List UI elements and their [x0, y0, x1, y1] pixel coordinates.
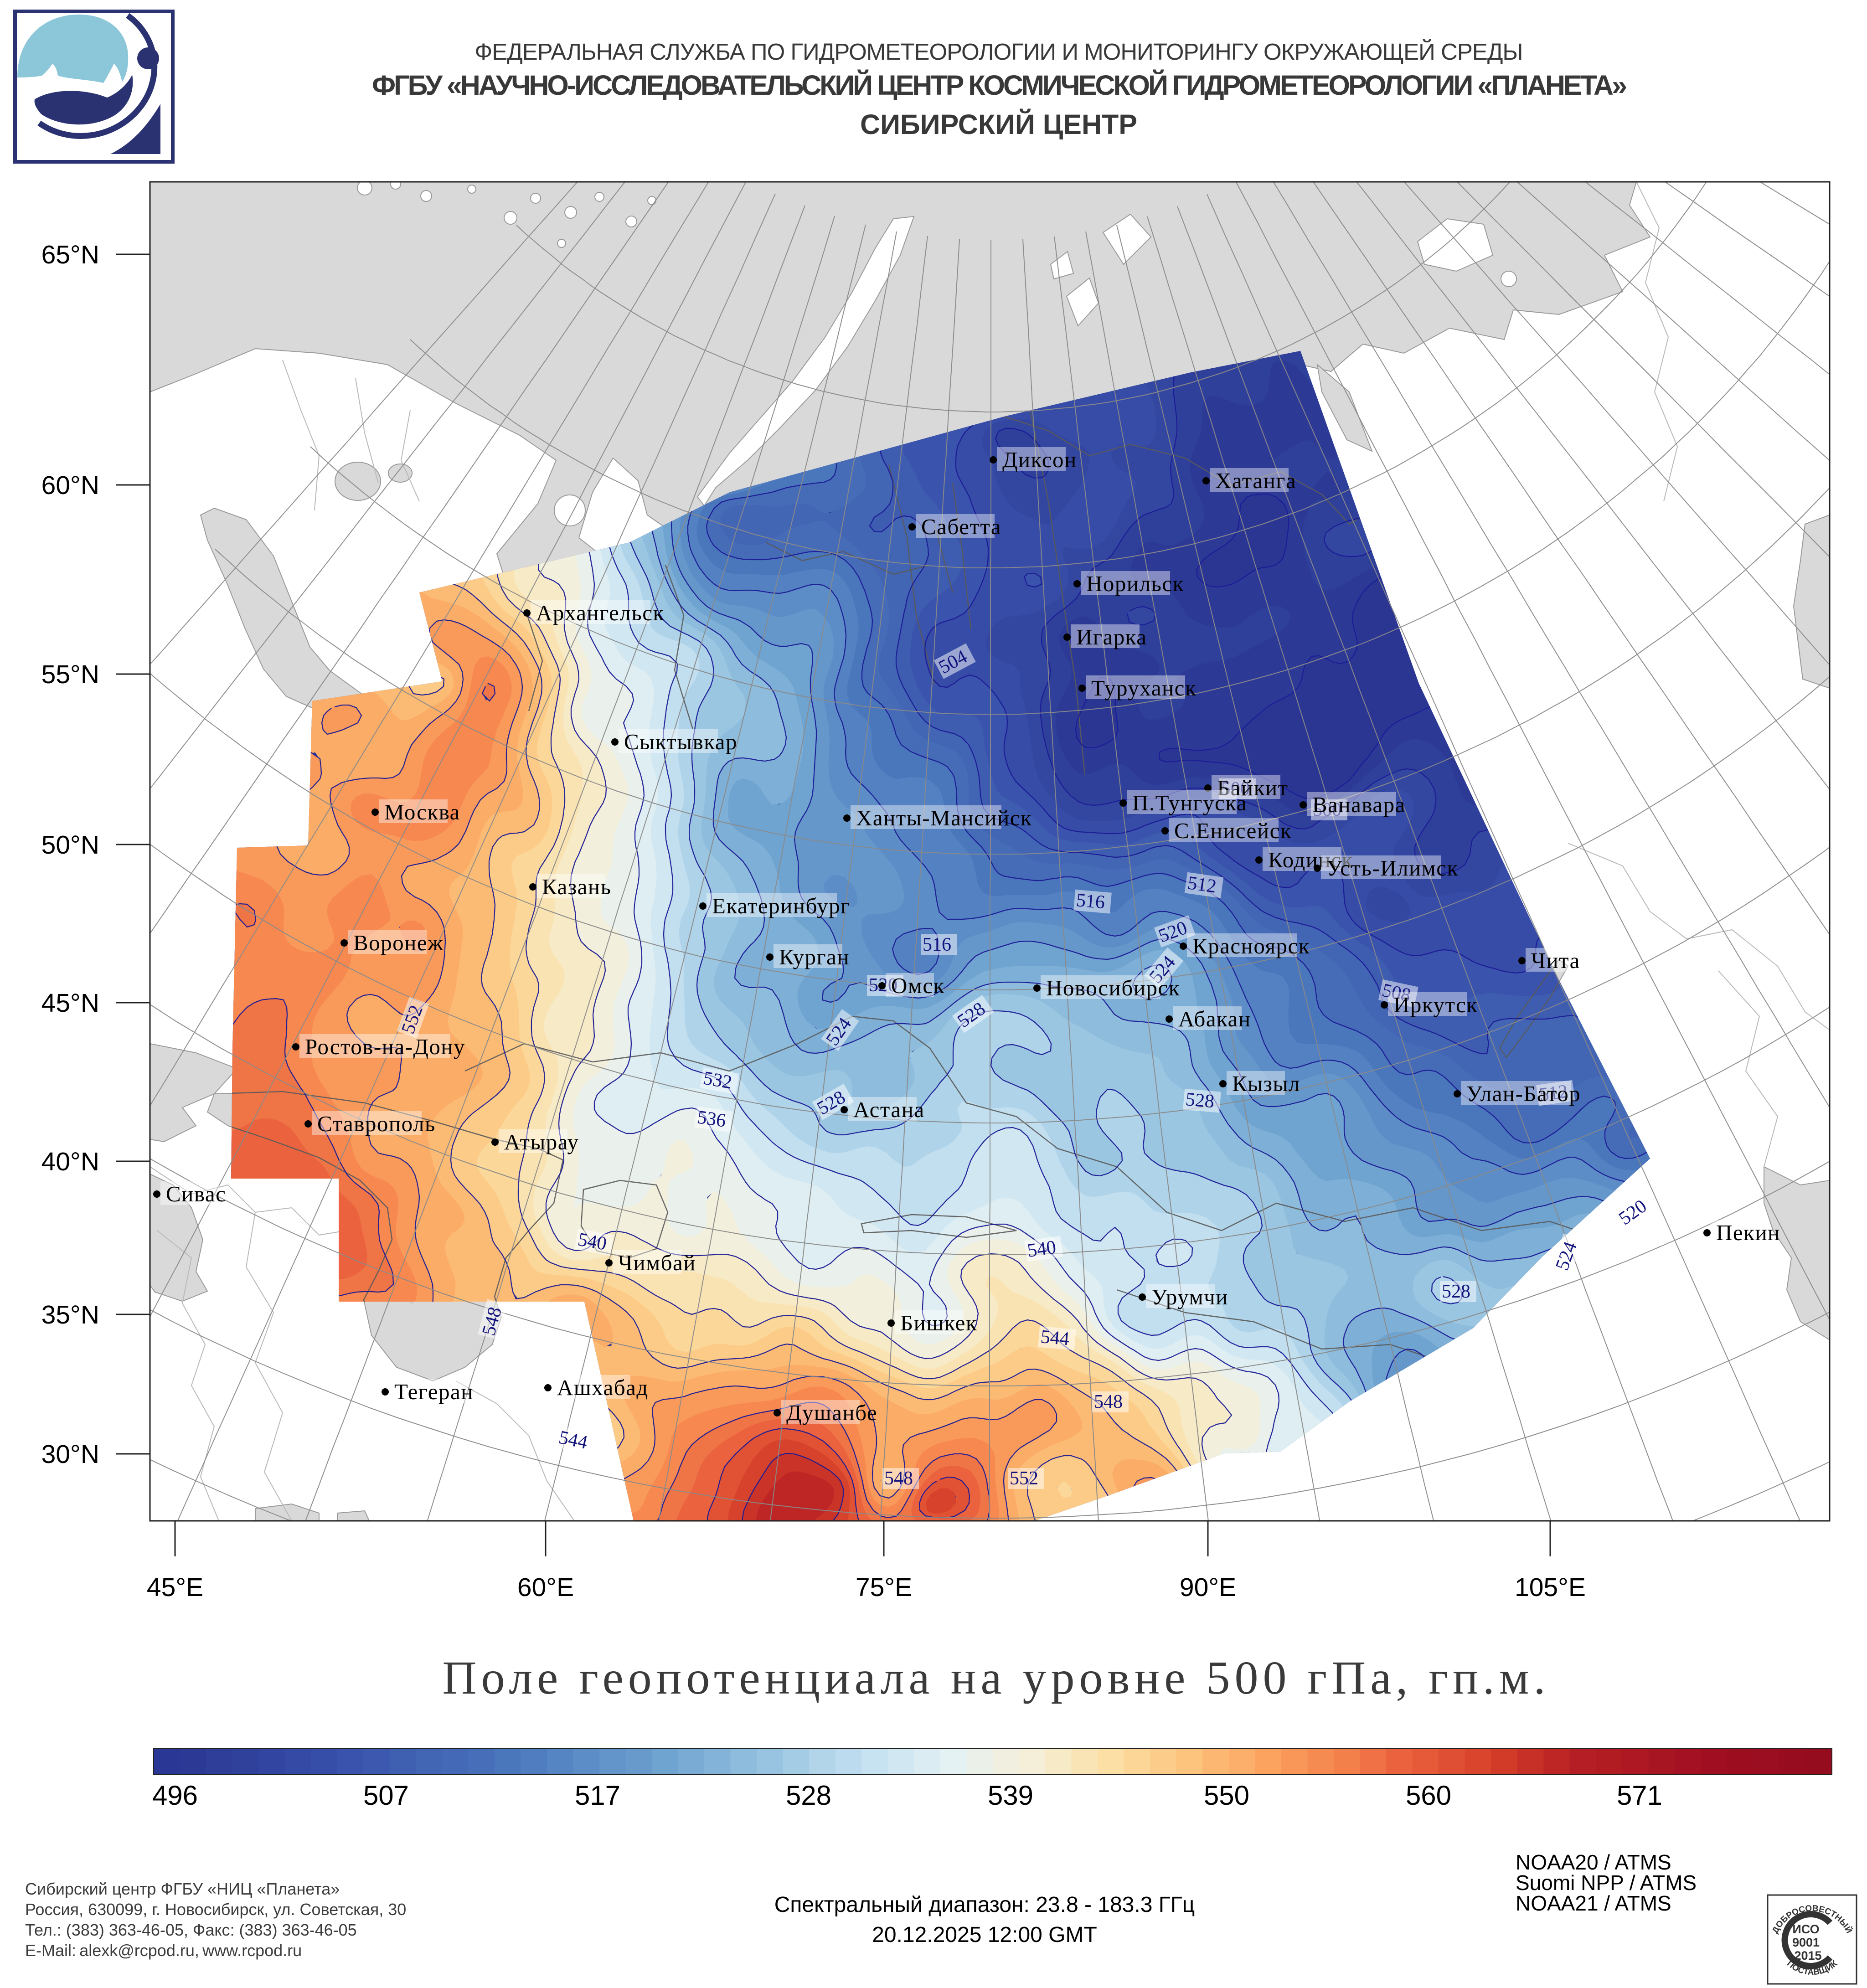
svg-text:516: 516 [1075, 890, 1106, 913]
svg-text:Атырау: Атырау [504, 1129, 579, 1154]
svg-text:Тегеран: Тегеран [394, 1379, 474, 1404]
svg-text:40°N: 40°N [41, 1147, 99, 1176]
svg-text:Чимбай: Чимбай [618, 1250, 696, 1275]
svg-text:528: 528 [1185, 1089, 1215, 1112]
svg-text:512: 512 [1186, 872, 1218, 897]
svg-text:540: 540 [1026, 1237, 1057, 1262]
svg-text:П.Тунгуска: П.Тунгуска [1132, 790, 1247, 815]
svg-text:496: 496 [152, 1780, 198, 1811]
svg-text:Курган: Курган [779, 944, 850, 969]
svg-text:Норильск: Норильск [1086, 571, 1184, 596]
svg-text:539: 539 [988, 1780, 1033, 1811]
svg-text:Душанбе: Душанбе [786, 1400, 877, 1425]
svg-text:571: 571 [1617, 1780, 1662, 1811]
svg-text:Ашхабад: Ашхабад [557, 1375, 649, 1400]
svg-text:528: 528 [786, 1780, 831, 1811]
svg-text:507: 507 [363, 1780, 409, 1811]
svg-text:Диксон: Диксон [1002, 447, 1077, 472]
svg-text:Улан-Батор: Улан-Батор [1466, 1081, 1581, 1106]
svg-text:Новосибирск: Новосибирск [1046, 975, 1180, 1000]
svg-text:500: 500 [1313, 799, 1341, 820]
svg-text:Игарка: Игарка [1076, 624, 1147, 649]
svg-text:30°N: 30°N [41, 1440, 99, 1469]
svg-text:Сыктывкар: Сыктывкар [624, 729, 738, 754]
svg-text:Ростов-на-Дону: Ростов-на-Дону [305, 1034, 465, 1059]
svg-text:Кызыл: Кызыл [1232, 1071, 1300, 1096]
svg-text:Урумчи: Урумчи [1151, 1284, 1228, 1309]
svg-text:Архангельск: Архангельск [536, 600, 665, 625]
svg-text:45°N: 45°N [41, 989, 99, 1018]
svg-text:Красноярск: Красноярск [1192, 933, 1310, 958]
svg-text:105°E: 105°E [1515, 1573, 1586, 1602]
svg-text:548: 548 [884, 1468, 913, 1489]
svg-text:75°E: 75°E [856, 1573, 912, 1602]
svg-text:Казань: Казань [542, 874, 611, 899]
svg-text:Абакан: Абакан [1178, 1006, 1251, 1031]
svg-text:Ванавара: Ванавара [1312, 792, 1406, 817]
svg-text:60°E: 60°E [517, 1573, 574, 1602]
svg-text:Пекин: Пекин [1716, 1220, 1780, 1245]
svg-text:544: 544 [557, 1427, 589, 1453]
svg-text:Ханты-Мансийск: Ханты-Мансийск [856, 805, 1032, 830]
svg-text:544: 544 [1040, 1326, 1070, 1349]
svg-text:528: 528 [1442, 1281, 1470, 1302]
svg-text:Москва: Москва [384, 799, 460, 824]
svg-text:500: 500 [1221, 778, 1250, 799]
svg-text:С.Енисейск: С.Енисейск [1174, 818, 1292, 843]
svg-text:517: 517 [575, 1780, 620, 1811]
svg-text:Омск: Омск [891, 973, 945, 998]
svg-text:55°N: 55°N [41, 660, 99, 689]
svg-text:Сабетта: Сабетта [921, 514, 1001, 539]
svg-text:536: 536 [696, 1107, 727, 1131]
svg-text:532: 532 [701, 1068, 733, 1093]
svg-text:35°N: 35°N [41, 1300, 99, 1329]
svg-text:Астана: Астана [853, 1097, 925, 1122]
svg-text:Иркутск: Иркутск [1393, 992, 1478, 1017]
svg-text:Кодинск: Кодинск [1268, 847, 1353, 872]
svg-text:Бишкек: Бишкек [900, 1310, 977, 1335]
svg-text:65°N: 65°N [41, 240, 99, 269]
svg-text:Хатанга: Хатанга [1215, 468, 1296, 493]
svg-text:9001: 9001 [1792, 1936, 1820, 1949]
svg-text:Воронеж: Воронеж [353, 930, 444, 955]
svg-text:60°N: 60°N [41, 471, 99, 500]
svg-text:Сивас: Сивас [166, 1181, 226, 1206]
svg-text:Екатеринбург: Екатеринбург [712, 893, 851, 918]
svg-text:516: 516 [923, 934, 951, 955]
svg-text:Усть-Илимск: Усть-Илимск [1326, 855, 1459, 881]
svg-text:Туруханск: Туруханск [1091, 675, 1197, 700]
svg-text:90°E: 90°E [1180, 1573, 1236, 1602]
svg-text:552: 552 [1010, 1468, 1038, 1489]
svg-text:Чита: Чита [1531, 948, 1580, 973]
svg-text:540: 540 [576, 1229, 608, 1255]
svg-text:-2015: -2015 [1790, 1949, 1821, 1962]
svg-text:512: 512 [1538, 1081, 1569, 1106]
svg-text:550: 550 [1204, 1780, 1249, 1811]
svg-text:Ставрополь: Ставрополь [317, 1111, 436, 1136]
svg-text:45°E: 45°E [147, 1573, 203, 1602]
svg-text:Байкит: Байкит [1217, 775, 1289, 800]
svg-text:560: 560 [1406, 1780, 1451, 1811]
svg-text:50°N: 50°N [41, 830, 99, 860]
svg-text:ИСО: ИСО [1792, 1922, 1819, 1936]
svg-text:548: 548 [1094, 1391, 1123, 1412]
